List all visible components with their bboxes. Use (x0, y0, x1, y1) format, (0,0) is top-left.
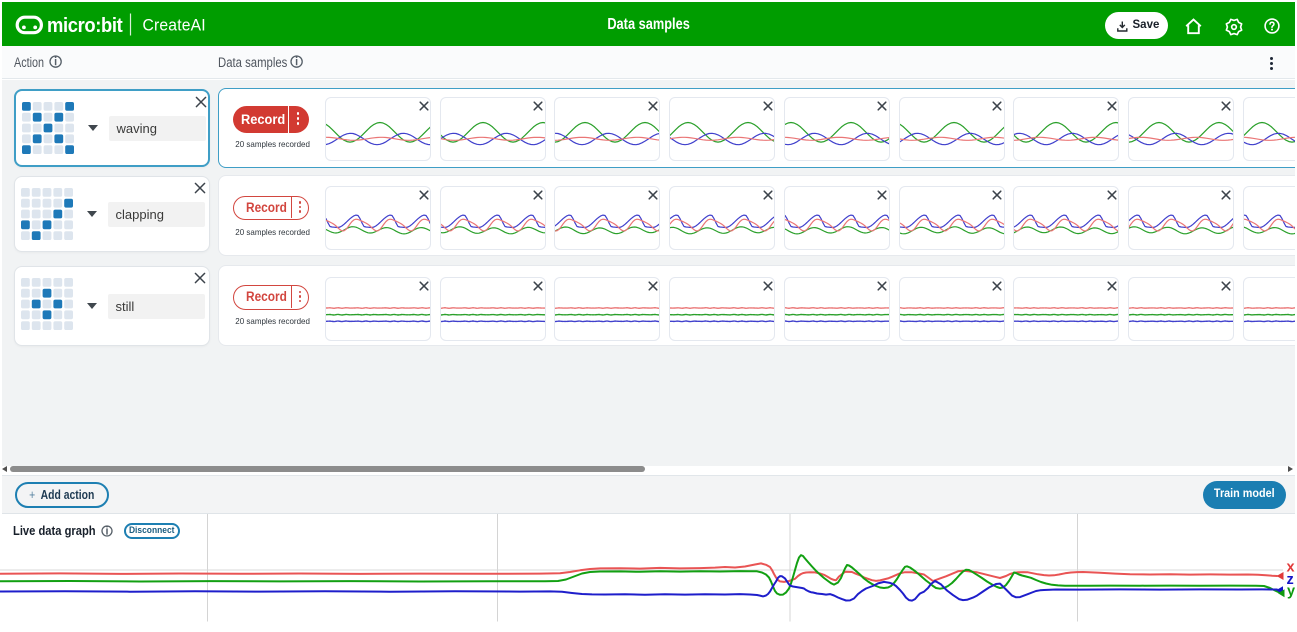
svg-text:micro:bit: micro:bit (47, 15, 123, 37)
svg-text:CreateAI: CreateAI (143, 16, 206, 34)
svg-text:x: x (1287, 560, 1295, 576)
svg-text:y: y (1287, 583, 1295, 599)
svg-text:z: z (1287, 572, 1294, 588)
